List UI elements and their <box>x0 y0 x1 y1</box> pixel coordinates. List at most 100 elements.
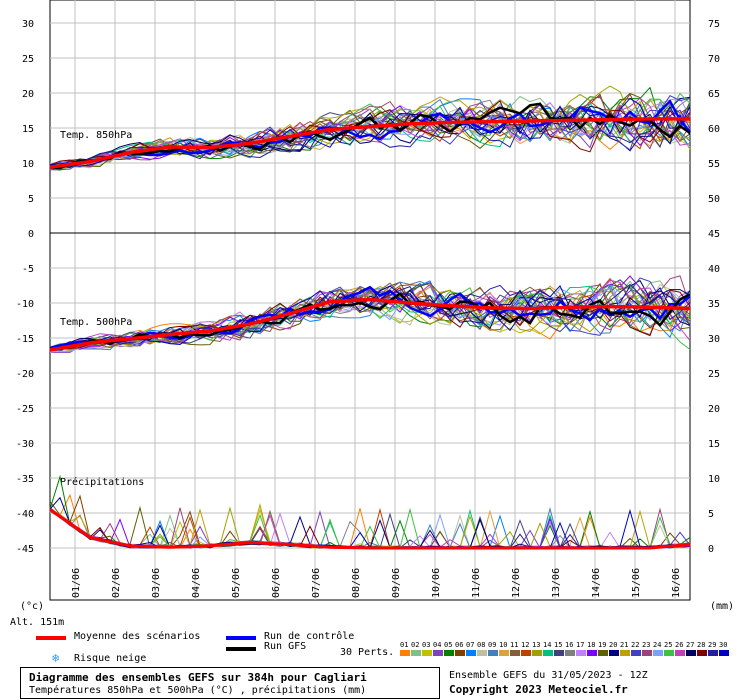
right-tick-label: 75 <box>708 19 720 30</box>
pert-number: 09 <box>488 641 497 649</box>
right-tick-label: 50 <box>708 194 720 205</box>
pert-number: 15 <box>554 641 563 649</box>
legend-snow-label: Risque neige <box>74 653 147 664</box>
pert-number: 10 <box>499 641 508 649</box>
left-tick-label: -40 <box>16 509 34 520</box>
pert-number: 01 <box>400 641 409 649</box>
right-tick-label: 5 <box>708 509 714 520</box>
copyright: Copyright 2023 Meteociel.fr <box>449 683 628 696</box>
date-label: 11/06 <box>471 568 482 598</box>
pert-swatch <box>587 650 597 656</box>
date-label: 08/06 <box>351 568 362 598</box>
mean-line-850 <box>49 117 690 169</box>
control-line-850 <box>49 99 691 168</box>
pert-swatch <box>686 650 696 656</box>
pert-number: 16 <box>565 641 574 649</box>
pert-line-500 <box>49 284 691 350</box>
pert-swatch <box>609 650 619 656</box>
date-label: 16/06 <box>671 568 682 598</box>
pert-swatch <box>631 650 641 656</box>
pert-line-850 <box>49 96 691 169</box>
right-tick-label: 40 <box>708 264 720 275</box>
pert-swatch <box>576 650 586 656</box>
mean-line-precip <box>49 508 691 550</box>
date-label: 14/06 <box>591 568 602 598</box>
altitude-label: Alt. 151m <box>10 617 65 628</box>
left-tick-label: -30 <box>16 439 34 450</box>
right-tick-label: 35 <box>708 299 720 310</box>
right-tick-label: 65 <box>708 89 720 100</box>
legend-mean-swatch <box>36 636 66 640</box>
left-tick-label: -5 <box>22 264 34 275</box>
pert-number: 30 <box>719 641 728 649</box>
legend-control-label: Run de contrôle <box>264 631 355 642</box>
left-tick-label: -45 <box>16 544 34 555</box>
pert-swatch <box>455 650 465 656</box>
pert-line-850 <box>49 97 691 171</box>
legend-control-swatch <box>226 636 256 640</box>
pert-swatch <box>532 650 542 656</box>
date-label: 01/06 <box>71 568 82 598</box>
right-tick-label: 60 <box>708 124 720 135</box>
pert-number: 18 <box>587 641 596 649</box>
pert-swatch <box>433 650 443 656</box>
right-tick-label: 45 <box>708 229 720 240</box>
pert-number: 08 <box>477 641 486 649</box>
pert-swatch <box>422 650 432 656</box>
date-label: 15/06 <box>631 568 642 598</box>
pert-swatch <box>708 650 718 656</box>
right-tick-label: 0 <box>708 544 714 555</box>
pert-swatch <box>598 650 608 656</box>
pert-number: 21 <box>620 641 629 649</box>
legend-mean-label: Moyenne des scénarios <box>74 631 201 642</box>
pert-swatch <box>400 650 410 656</box>
pert-swatch <box>664 650 674 656</box>
left-tick-label: 25 <box>22 54 34 65</box>
left-tick-label: -10 <box>16 299 34 310</box>
pert-number: 06 <box>455 641 464 649</box>
left-tick-label: 5 <box>28 194 34 205</box>
left-tick-label: 20 <box>22 89 34 100</box>
pert-number: 05 <box>444 641 453 649</box>
control-line-500 <box>49 285 691 350</box>
pert-number: 19 <box>598 641 607 649</box>
right-tick-label: 10 <box>708 474 720 485</box>
pert-number: 24 <box>653 641 662 649</box>
pert-swatch <box>565 650 575 656</box>
title-box: Diagramme des ensembles GEFS sur 384h po… <box>20 667 440 699</box>
legend-gfs-label: Run GFS <box>264 641 307 652</box>
pert-swatch <box>620 650 630 656</box>
pert-number: 29 <box>708 641 717 649</box>
pert-number: 22 <box>631 641 640 649</box>
right-tick-label: 15 <box>708 439 720 450</box>
pert-swatch <box>642 650 652 656</box>
pert-swatch <box>411 650 421 656</box>
pert-swatch <box>697 650 707 656</box>
pert-swatch <box>488 650 498 656</box>
right-tick-label: 70 <box>708 54 720 65</box>
pert-swatch <box>719 650 729 656</box>
chart-title: Diagramme des ensembles GEFS sur 384h po… <box>29 671 367 684</box>
left-tick-label: 10 <box>22 159 34 170</box>
left-tick-label: -20 <box>16 369 34 380</box>
pert-swatch <box>499 650 509 656</box>
pert-number: 26 <box>675 641 684 649</box>
right-tick-label: 20 <box>708 404 720 415</box>
gfs-line-850 <box>49 102 691 170</box>
left-tick-label: 15 <box>22 124 34 135</box>
date-label: 06/06 <box>271 568 282 598</box>
snowflake-icon: ❄ <box>52 651 60 665</box>
date-label: 05/06 <box>231 568 242 598</box>
date-label: 09/06 <box>391 568 402 598</box>
pert-swatch <box>477 650 487 656</box>
date-label: 10/06 <box>431 568 442 598</box>
pert-swatch <box>675 650 685 656</box>
date-label: 07/06 <box>311 568 322 598</box>
pert-number: 27 <box>686 641 695 649</box>
pert-swatch <box>510 650 520 656</box>
legend-gfs-swatch <box>226 647 256 651</box>
date-label: 13/06 <box>551 568 562 598</box>
perturbations-label: 30 Perts. <box>340 647 395 658</box>
pert-number: 04 <box>433 641 442 649</box>
